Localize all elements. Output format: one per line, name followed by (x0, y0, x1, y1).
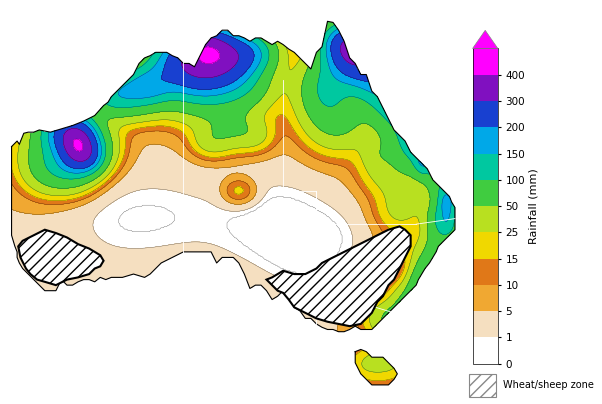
Polygon shape (267, 226, 411, 326)
Y-axis label: Rainfall (mm): Rainfall (mm) (528, 168, 538, 244)
Bar (470, 374, 496, 397)
Text: Wheat/sheep zone: Wheat/sheep zone (503, 380, 594, 390)
Polygon shape (18, 230, 104, 285)
